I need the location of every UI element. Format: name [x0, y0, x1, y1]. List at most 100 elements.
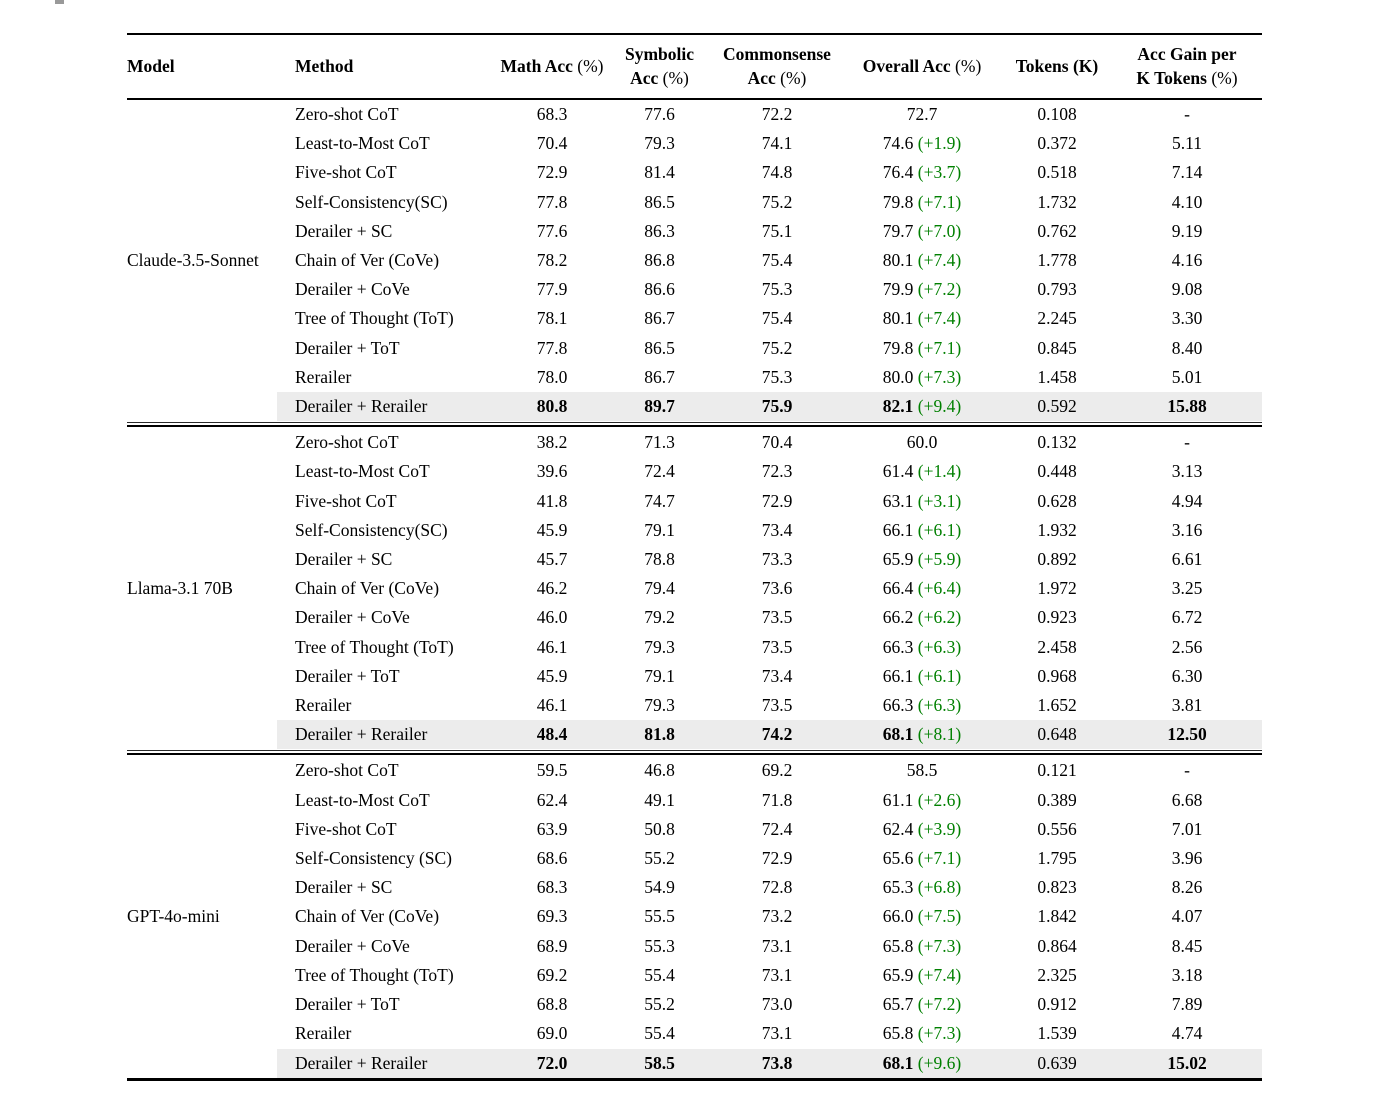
commonsense-acc-value: 73.1 — [761, 964, 793, 985]
tokens-value: 0.518 — [1037, 162, 1077, 183]
commonsense-acc-value: 75.2 — [761, 191, 793, 212]
tokens-value: 0.556 — [1037, 818, 1077, 839]
acc-gain-per-k-tokens-value: 9.08 — [1171, 279, 1203, 300]
table-row: Rerailer 46.1 79.3 73.5 66.3 (+6.3) 1.652 3.81 — [127, 691, 1262, 720]
overall-acc-delta: (+6.3) — [913, 695, 962, 716]
symbolic-acc-value: 55.4 — [644, 964, 675, 985]
overall-acc-value: 80.1 (+7.4) — [882, 308, 962, 329]
commonsense-acc-value: 73.5 — [761, 695, 793, 716]
symbolic-acc-value: 81.4 — [644, 162, 675, 183]
commonsense-acc-value: 73.1 — [761, 1023, 793, 1044]
math-acc-value: 41.8 — [536, 490, 568, 511]
method-label: Derailer + CoVe — [295, 607, 410, 628]
tokens-value: 0.372 — [1037, 133, 1077, 154]
column-header-symbolic: Symbolic Acc (%) — [607, 34, 712, 100]
table-row: Least-to-Most CoT 39.6 72.4 72.3 61.4 (+1.4)… — [127, 457, 1262, 486]
overall-acc-value: 74.6 (+1.9) — [882, 133, 962, 154]
column-header-tokens: Tokens (K) — [1002, 34, 1112, 100]
table-row: Derailer + ToT 45.9 79.1 73.4 66.1 (+6.1) 0.9… — [127, 662, 1262, 691]
symbolic-acc-value: 86.3 — [644, 220, 675, 241]
math-acc-value: 59.5 — [536, 760, 568, 781]
commonsense-acc-value: 73.4 — [761, 665, 793, 686]
overall-acc-value: 66.4 (+6.4) — [882, 578, 962, 599]
overall-acc-value: 68.1 (+9.6) — [842, 1048, 1002, 1080]
acc-gain-per-k-tokens-value: - — [1184, 760, 1190, 781]
acc-gain-per-k-tokens-value: 4.10 — [1171, 191, 1203, 212]
tokens-value: 0.448 — [1037, 461, 1077, 482]
overall-acc-delta: (+2.6) — [913, 789, 962, 810]
overall-acc-delta: (+7.3) — [913, 935, 962, 956]
table-row: Five-shot CoT 63.9 50.8 72.4 62.4 (+3.9) 0.55… — [127, 815, 1262, 844]
commonsense-acc-value: 72.3 — [761, 461, 793, 482]
math-acc-value: 46.1 — [536, 636, 568, 657]
commonsense-acc-value: 75.3 — [761, 279, 793, 300]
method-label: Derailer + CoVe — [295, 935, 410, 956]
acc-gain-per-k-tokens-value: 6.68 — [1171, 789, 1203, 810]
overall-acc-value: 65.6 (+7.1) — [882, 848, 962, 869]
overall-acc-delta: (+7.4) — [913, 250, 962, 271]
math-acc-value: 78.1 — [536, 308, 568, 329]
symbolic-acc-value: 55.4 — [644, 1023, 675, 1044]
overall-acc-value: 80.0 (+7.3) — [882, 366, 962, 387]
acc-gain-per-k-tokens-value: - — [1184, 104, 1190, 124]
acc-gain-per-k-tokens-value: 6.30 — [1171, 665, 1203, 686]
overall-acc-value: 82.1 (+9.4) — [842, 392, 1002, 422]
symbolic-acc-value: 79.3 — [644, 695, 675, 716]
tokens-value: 1.732 — [1037, 191, 1077, 212]
tokens-value: 0.639 — [1002, 1048, 1112, 1080]
commonsense-acc-value: 72.9 — [761, 490, 793, 511]
results-table-container: Model Method Math Acc (%) Symbolic Acc (%) Co… — [127, 33, 1262, 1081]
method-label: Derailer + CoVe — [295, 279, 410, 300]
symbolic-acc-value: 86.8 — [644, 250, 675, 271]
acc-gain-per-k-tokens-value: 8.40 — [1171, 337, 1203, 358]
overall-acc-delta: (+3.1) — [913, 490, 962, 511]
tokens-value: 0.648 — [1002, 720, 1112, 750]
overall-acc-delta: (+7.4) — [913, 308, 962, 329]
tokens-value: 0.592 — [1002, 392, 1112, 422]
overall-acc-delta: (+9.4) — [913, 396, 962, 417]
overall-acc-delta: (+5.9) — [913, 549, 962, 570]
overall-acc-delta: (+8.1) — [913, 724, 962, 745]
symbolic-acc-value: 72.4 — [644, 461, 675, 482]
table-row: Rerailer 78.0 86.7 75.3 80.0 (+7.3) 1.458 5.01 — [127, 363, 1262, 392]
symbolic-acc-value: 55.2 — [644, 994, 675, 1015]
symbolic-acc-value: 54.9 — [644, 877, 675, 898]
math-acc-value: 45.7 — [536, 549, 568, 570]
overall-acc-value: 79.9 (+7.2) — [882, 279, 962, 300]
acc-gain-per-k-tokens-value: 4.74 — [1171, 1023, 1203, 1044]
table-row: Derailer + CoVe 68.9 55.3 73.1 65.8 (+7.3) 0.… — [127, 932, 1262, 961]
symbolic-acc-value: 46.8 — [644, 760, 675, 781]
math-acc-value: 45.9 — [536, 519, 568, 540]
overall-acc-delta: (+7.0) — [913, 220, 962, 241]
overall-acc-value: 79.7 (+7.0) — [882, 220, 962, 241]
math-acc-value: 69.2 — [536, 964, 568, 985]
table-row: Tree of Thought (ToT) 78.1 86.7 75.4 80.1 (+… — [127, 304, 1262, 333]
symbolic-acc-value: 86.5 — [644, 337, 675, 358]
method-label: Derailer + ToT — [295, 337, 400, 358]
model-label: Llama-3.1 70B — [127, 428, 277, 750]
math-acc-value: 77.8 — [536, 191, 568, 212]
table-row: Derailer + ToT 68.8 55.2 73.0 65.7 (+7.2) 0.9… — [127, 990, 1262, 1019]
symbolic-acc-value: 49.1 — [644, 789, 675, 810]
caption-fragment — [55, 0, 64, 4]
acc-gain-per-k-tokens-value: 7.01 — [1171, 818, 1203, 839]
acc-gain-per-k-tokens-value: 7.89 — [1171, 994, 1203, 1015]
acc-gain-per-k-tokens-value: 15.88 — [1112, 392, 1262, 422]
commonsense-acc-value: 73.5 — [761, 636, 793, 657]
symbolic-acc-value: 79.3 — [644, 636, 675, 657]
method-label: Chain of Ver (CoVe) — [295, 578, 440, 599]
method-label: Derailer + ToT — [295, 665, 400, 686]
symbolic-acc-value: 55.2 — [644, 848, 675, 869]
tokens-value: 0.389 — [1037, 789, 1077, 810]
acc-gain-per-k-tokens-value: 4.07 — [1171, 906, 1203, 927]
acc-gain-per-k-tokens-value: 8.45 — [1171, 935, 1203, 956]
tokens-value: 1.652 — [1037, 695, 1077, 716]
tokens-value: 1.539 — [1037, 1023, 1077, 1044]
commonsense-acc-value: 75.3 — [761, 366, 793, 387]
symbolic-acc-value: 81.8 — [607, 720, 712, 750]
math-acc-value: 46.1 — [536, 695, 568, 716]
table-row: Self-Consistency (SC) 68.6 55.2 72.9 65.6 (+… — [127, 844, 1262, 873]
math-acc-value: 48.4 — [497, 720, 607, 750]
math-acc-value: 69.0 — [536, 1023, 568, 1044]
table-header: Model Method Math Acc (%) Symbolic Acc (%) Co… — [127, 34, 1262, 100]
